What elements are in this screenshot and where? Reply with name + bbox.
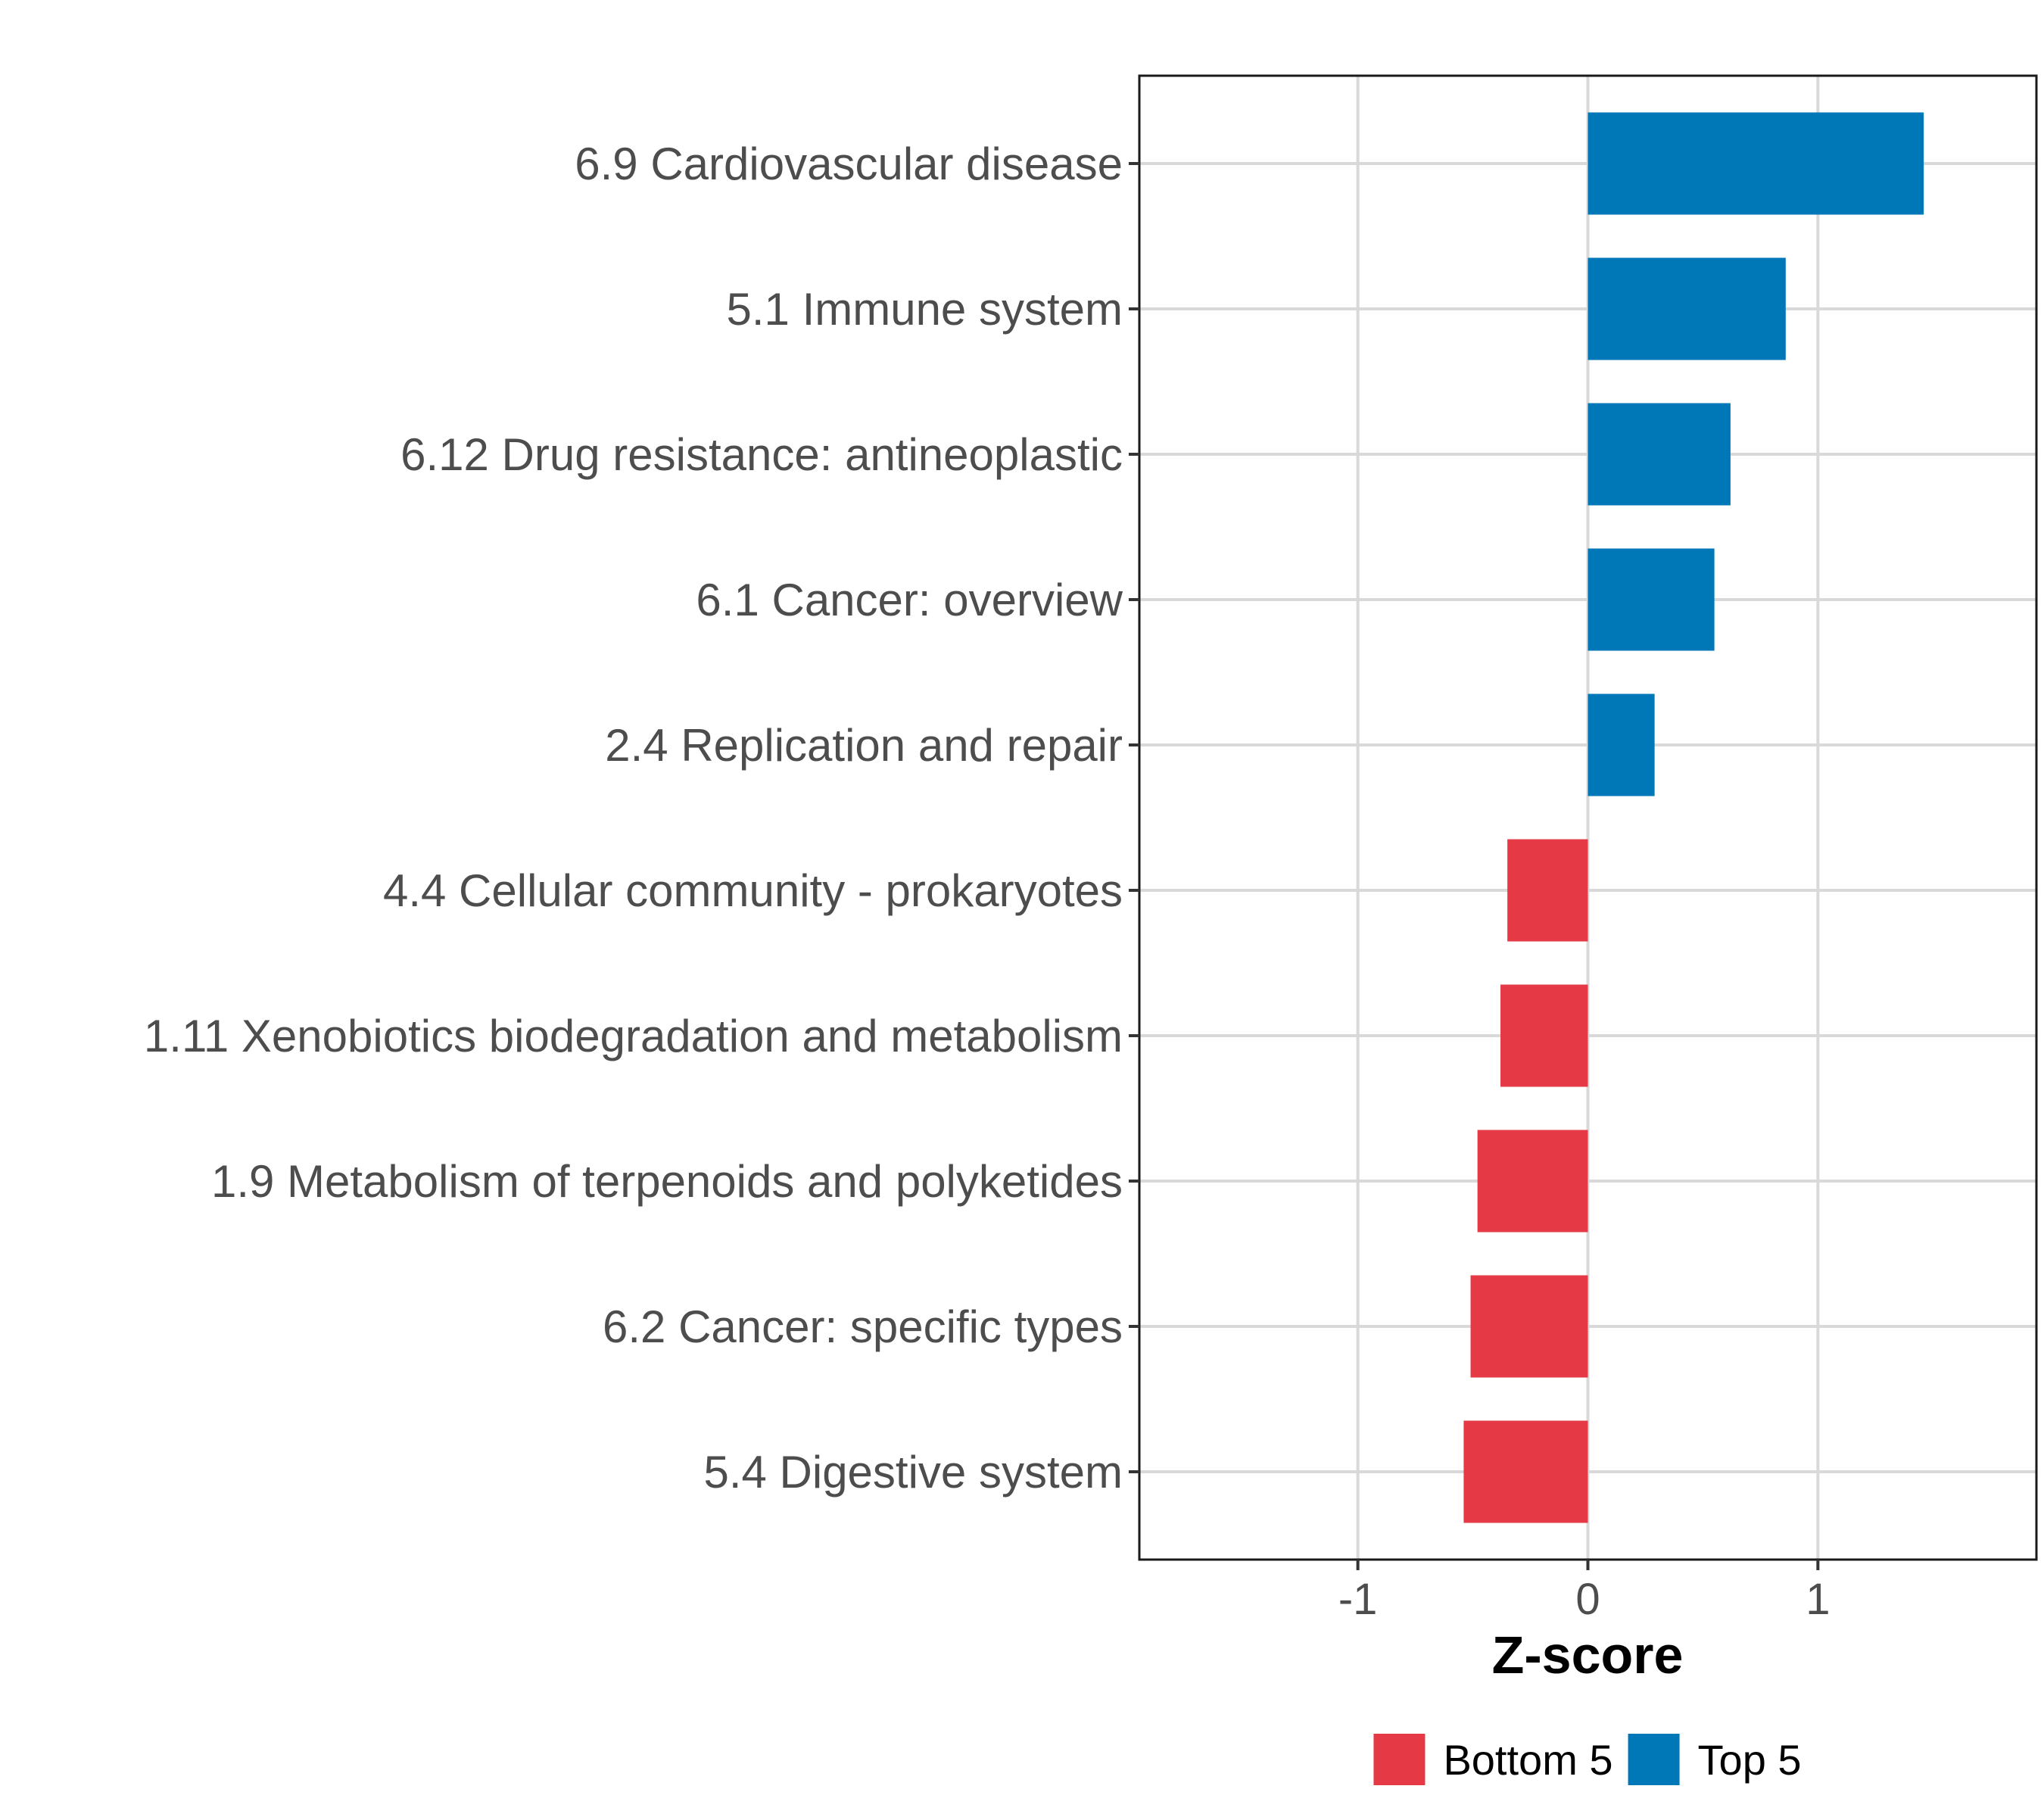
y-tick-label: 5.4 Digestive system — [703, 1447, 1123, 1498]
y-tick-label: 2.4 Replication and repair — [605, 720, 1123, 771]
x-axis: -1 0 1 — [1338, 1560, 1830, 1624]
bar — [1470, 1275, 1588, 1378]
y-tick-label: 4.4 Cellular community - prokaryotes — [383, 865, 1123, 916]
bar — [1588, 548, 1715, 651]
y-tick-label: 1.11 Xenobiotics biodegradation and meta… — [144, 1011, 1123, 1061]
bar — [1477, 1130, 1588, 1233]
x-tick-label: 0 — [1575, 1575, 1600, 1624]
y-tick-label: 5.1 Immune system — [726, 284, 1123, 335]
bar — [1588, 693, 1655, 796]
legend-label: Top 5 — [1698, 1736, 1802, 1784]
x-tick-label: 1 — [1806, 1575, 1830, 1624]
bar — [1463, 1420, 1588, 1523]
legend-swatch — [1628, 1734, 1680, 1785]
bar-layer — [1463, 112, 1924, 1523]
bar — [1588, 257, 1786, 360]
x-tick-label: -1 — [1338, 1575, 1378, 1624]
legend: Bottom 5 Top 5 — [1373, 1734, 1802, 1785]
y-axis: 6.9 Cardiovascular disease 5.1 Immune sys… — [144, 139, 1139, 1498]
x-axis-title: Z-score — [1492, 1625, 1684, 1685]
y-tick-label: 6.2 Cancer: specific types — [603, 1301, 1123, 1352]
bar — [1588, 403, 1731, 506]
bar — [1500, 984, 1588, 1087]
bar — [1588, 112, 1924, 215]
bar — [1507, 839, 1588, 942]
legend-swatch — [1373, 1734, 1426, 1785]
y-tick-label: 6.12 Drug resistance: antineoplastic — [400, 429, 1123, 480]
legend-label: Bottom 5 — [1443, 1736, 1612, 1784]
y-tick-label: 6.1 Cancer: overview — [696, 575, 1123, 625]
y-tick-label: 1.9 Metabolism of terpenoids and polyket… — [211, 1156, 1123, 1207]
y-tick-label: 6.9 Cardiovascular disease — [575, 139, 1123, 189]
